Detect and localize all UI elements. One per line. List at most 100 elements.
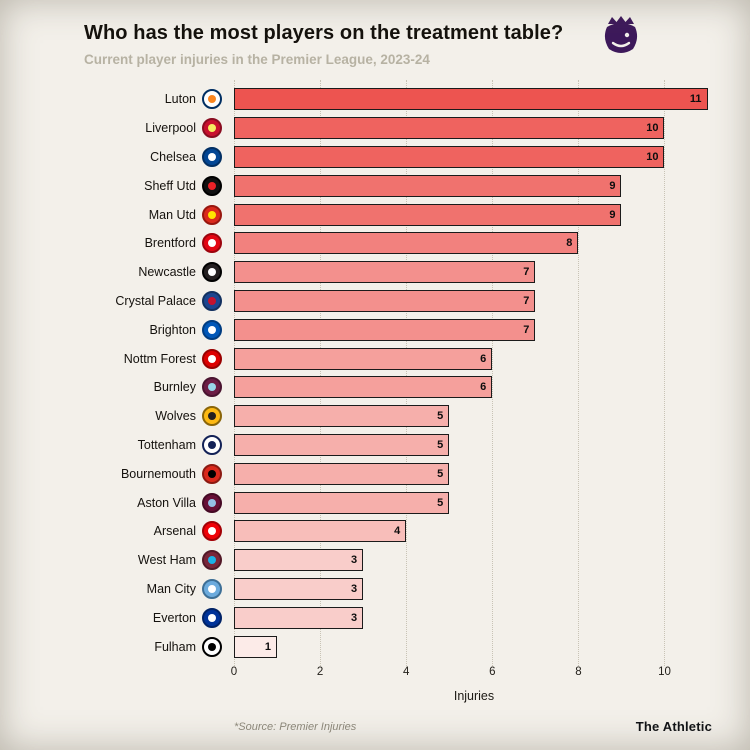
bar-value-label: 3 <box>351 554 358 567</box>
bar-row: Liverpool 10 <box>84 114 714 143</box>
team-label: Arsenal <box>153 524 196 539</box>
injury-bar: 3 <box>234 549 364 572</box>
bar-track: 3 <box>234 549 714 572</box>
team-label: Brighton <box>149 322 196 337</box>
bar-track: 7 <box>234 318 714 341</box>
bar-row: Brentford 8 <box>84 229 714 258</box>
club-badge-emblem <box>208 527 216 536</box>
bar-row: Arsenal 4 <box>84 517 714 546</box>
injury-bar: 3 <box>234 577 364 600</box>
bar-value-label: 3 <box>351 582 358 595</box>
bar-track: 1 <box>234 635 714 658</box>
bar-value-label: 5 <box>437 467 444 480</box>
team-label: West Ham <box>137 553 196 568</box>
bar-value-label: 9 <box>609 208 616 221</box>
bar-track: 5 <box>234 462 714 485</box>
bar-value-label: 7 <box>523 294 530 307</box>
club-badge-man-city <box>202 578 222 599</box>
injury-bar: 7 <box>234 318 536 341</box>
bar-row: Man City 3 <box>84 575 714 604</box>
bar-track: 7 <box>234 289 714 312</box>
injury-bar: 9 <box>234 203 622 226</box>
bar-value-label: 5 <box>437 438 444 451</box>
team-label: Fulham <box>154 639 196 654</box>
bar-track: 11 <box>234 88 714 111</box>
source-note: *Source: Premier Injuries <box>234 720 357 733</box>
bar-row: Everton 3 <box>84 603 714 632</box>
team-label: Sheff Utd <box>144 178 196 193</box>
injury-bar: 8 <box>234 232 579 255</box>
team-label: Bournemouth <box>120 466 196 481</box>
bar-row: Nottm Forest 6 <box>84 344 714 373</box>
bar-track: 9 <box>234 203 714 226</box>
club-badge-emblem <box>208 152 216 161</box>
gridline <box>578 80 580 666</box>
injury-bar: 7 <box>234 261 536 284</box>
club-badge-brentford <box>202 233 222 254</box>
page-title: Who has the most players on the treatmen… <box>84 22 564 44</box>
injury-bar: 4 <box>234 520 407 543</box>
club-badge-tottenham <box>202 434 222 455</box>
bar-value-label: 7 <box>523 266 530 279</box>
bar-value-label: 5 <box>437 410 444 423</box>
club-badge-everton <box>202 607 222 628</box>
gridline <box>492 80 494 666</box>
injuries-bar-chart: Luton 11 Liverpool 10 Chelsea 10 Sheff Utd 9 Man… <box>84 80 714 703</box>
bar-row: Aston Villa 5 <box>84 488 714 517</box>
gridline <box>320 80 322 666</box>
bar-value-label: 7 <box>523 323 530 336</box>
bar-row: Sheff Utd 9 <box>84 171 714 200</box>
club-badge-crystal-palace <box>202 290 222 311</box>
bar-value-label: 3 <box>351 611 358 624</box>
bar-value-label: 6 <box>480 352 487 365</box>
club-badge-sheff-utd <box>202 175 222 196</box>
bar-value-label: 5 <box>437 496 444 509</box>
bar-value-label: 10 <box>646 150 659 163</box>
x-tick-label: 2 <box>316 665 324 678</box>
gridline <box>406 80 408 666</box>
injury-bar: 10 <box>234 117 665 140</box>
bar-row: Tottenham 5 <box>84 431 714 460</box>
bar-row: Newcastle 7 <box>84 258 714 287</box>
x-tick-label: 4 <box>402 665 410 678</box>
injury-bar: 5 <box>234 491 450 514</box>
bar-track: 7 <box>234 261 714 284</box>
bar-row: West Ham 3 <box>84 546 714 575</box>
club-badge-nottm-forest <box>202 348 222 369</box>
injury-bar: 1 <box>234 635 278 658</box>
club-badge-emblem <box>208 296 216 305</box>
gridline <box>664 80 666 666</box>
club-badge-newcastle <box>202 262 222 283</box>
page-subtitle: Current player injuries in the Premier L… <box>84 52 430 67</box>
bar-row: Burnley 6 <box>84 373 714 402</box>
bar-value-label: 9 <box>609 179 616 192</box>
bar-track: 10 <box>234 117 714 140</box>
injury-bar: 5 <box>234 433 450 456</box>
club-badge-fulham <box>202 636 222 657</box>
team-label: Brentford <box>144 236 196 251</box>
team-label: Tottenham <box>137 437 196 452</box>
club-badge-bournemouth <box>202 463 222 484</box>
bar-track: 5 <box>234 405 714 428</box>
club-badge-brighton <box>202 319 222 340</box>
bar-value-label: 8 <box>566 237 573 250</box>
club-badge-emblem <box>208 412 216 421</box>
club-badge-emblem <box>208 268 216 277</box>
injury-bar: 6 <box>234 347 493 370</box>
bar-track: 5 <box>234 433 714 456</box>
club-badge-emblem <box>208 383 216 392</box>
injury-bar: 11 <box>234 88 708 111</box>
bar-row: Man Utd 9 <box>84 200 714 229</box>
bar-track: 5 <box>234 491 714 514</box>
bar-track: 6 <box>234 347 714 370</box>
club-badge-wolves <box>202 406 222 427</box>
bar-row: Brighton 7 <box>84 315 714 344</box>
injury-bar: 5 <box>234 462 450 485</box>
x-tick-label: 6 <box>489 665 496 678</box>
club-badge-emblem <box>208 498 216 507</box>
club-badge-emblem <box>208 354 216 363</box>
club-badge-emblem <box>208 239 216 248</box>
bar-value-label: 6 <box>480 381 487 394</box>
club-badge-emblem <box>208 440 216 449</box>
injury-bar: 3 <box>234 606 364 629</box>
